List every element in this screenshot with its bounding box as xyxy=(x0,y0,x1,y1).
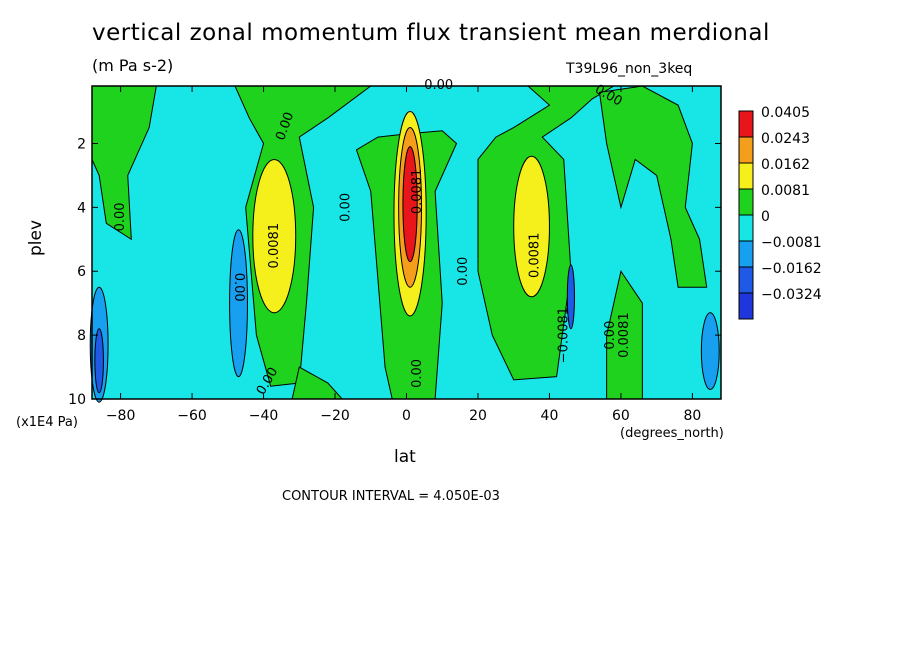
y-tick-label: 2 xyxy=(77,136,86,152)
legend-swatch xyxy=(738,292,754,320)
y-axis-unit: (x1E4 Pa) xyxy=(16,415,78,430)
x-tick-label: −60 xyxy=(177,408,207,424)
x-tick-label: −40 xyxy=(249,408,279,424)
x-axis-label: lat xyxy=(394,447,416,467)
contour-label: 0.00 xyxy=(410,359,425,388)
yellow-core-south xyxy=(252,158,297,314)
blue-core-north-pole xyxy=(700,312,720,390)
contour-label: 0.00 xyxy=(231,273,246,302)
legend-label: 0 xyxy=(761,209,770,225)
x-tick-label: 40 xyxy=(541,408,559,424)
legend-swatch xyxy=(738,110,754,138)
contour-label: 0.0081 xyxy=(617,312,632,358)
legend-swatch xyxy=(738,214,754,242)
chart-title: vertical zonal momentum flux transient m… xyxy=(92,20,770,46)
filled-contour-field xyxy=(89,85,721,403)
y-tick-label: 10 xyxy=(68,392,86,408)
legend-label: −0.0081 xyxy=(761,235,822,251)
blue-core-south-mid xyxy=(229,229,248,378)
legend-swatch xyxy=(738,266,754,294)
legend-label: 0.0405 xyxy=(761,105,810,121)
x-tick-label: 20 xyxy=(469,408,487,424)
x-tick-label: 0 xyxy=(402,408,411,424)
legend-swatch xyxy=(738,240,754,268)
legend-swatch xyxy=(738,188,754,216)
x-tick-label: 60 xyxy=(612,408,630,424)
x-axis-ticks: −80 −60 −40 −20 0 20 40 60 80 xyxy=(106,86,701,424)
legend-label: −0.0162 xyxy=(761,261,822,277)
contour-label: 0.00 xyxy=(456,257,471,286)
blue-core-south-pole-inner xyxy=(94,328,104,394)
legend-swatch xyxy=(738,162,754,190)
y-tick-label: 8 xyxy=(77,328,86,344)
contour-label: −0.0081 xyxy=(556,307,571,363)
legend-label: −0.0324 xyxy=(761,287,822,303)
y-tick-label: 6 xyxy=(77,264,86,280)
positive-region-4 xyxy=(598,85,708,288)
y-tick-label: 4 xyxy=(77,200,86,216)
contour-interval: CONTOUR INTERVAL = 4.050E-03 xyxy=(282,489,500,504)
yellow-core-north xyxy=(513,155,550,298)
red-core-equator xyxy=(402,146,418,263)
run-label: T39L96_non_3keq xyxy=(566,61,693,77)
x-tick-label: −80 xyxy=(106,408,136,424)
legend-label: 0.0243 xyxy=(761,131,810,147)
x-tick-label: 80 xyxy=(683,408,701,424)
y-axis-label: plev xyxy=(26,219,47,257)
contour-label: 0.00 xyxy=(113,202,128,231)
chart-units: (m Pa s-2) xyxy=(92,56,174,75)
positive-region-0 xyxy=(91,85,157,241)
y-axis-ticks: 2 4 6 8 10 xyxy=(68,136,721,408)
legend-label: 0.0162 xyxy=(761,157,810,173)
contour-label: 0.0081 xyxy=(267,223,282,269)
legend-label: 0.0081 xyxy=(761,183,810,199)
color-legend: 0.0405 0.0243 0.0162 0.0081 0 −0.0081 −0.0162 −… xyxy=(738,105,822,320)
contour-label: 0.0081 xyxy=(528,233,543,279)
x-tick-label: −20 xyxy=(320,408,350,424)
legend-swatch xyxy=(738,136,754,164)
contour-label: 0.00 xyxy=(603,321,618,350)
x-axis-unit: (degrees_north) xyxy=(620,426,724,441)
contour-label: 0.0081 xyxy=(410,169,425,215)
contour-label: 0.00 xyxy=(338,193,353,222)
blue-core-north-mid xyxy=(566,264,575,330)
